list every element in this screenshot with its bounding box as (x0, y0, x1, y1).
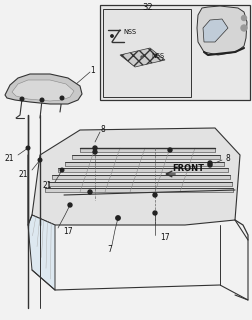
Circle shape (241, 25, 247, 31)
Text: 21: 21 (18, 170, 28, 179)
Circle shape (93, 150, 97, 154)
Text: 21: 21 (43, 180, 52, 189)
Polygon shape (48, 182, 232, 186)
Polygon shape (197, 6, 247, 55)
Polygon shape (32, 128, 240, 225)
Text: 8: 8 (101, 124, 105, 133)
Bar (100, 5, 250, 100)
Text: 17: 17 (63, 228, 73, 236)
Circle shape (141, 56, 143, 58)
Polygon shape (65, 162, 224, 166)
Circle shape (60, 96, 64, 100)
Text: 7: 7 (108, 245, 112, 254)
Circle shape (153, 211, 157, 215)
Polygon shape (203, 19, 228, 42)
Circle shape (116, 216, 120, 220)
Circle shape (208, 163, 212, 167)
Polygon shape (72, 155, 220, 159)
Text: 32: 32 (143, 3, 153, 12)
Circle shape (20, 97, 24, 101)
Circle shape (68, 203, 72, 207)
Polygon shape (5, 74, 82, 104)
Polygon shape (52, 175, 230, 179)
Text: 21: 21 (5, 154, 14, 163)
Polygon shape (120, 48, 165, 67)
Circle shape (88, 190, 92, 194)
Circle shape (93, 146, 97, 150)
Circle shape (168, 148, 172, 152)
Polygon shape (12, 80, 74, 101)
Text: 8: 8 (226, 154, 230, 163)
Text: NSS: NSS (123, 29, 137, 35)
Polygon shape (58, 168, 228, 172)
Circle shape (26, 146, 30, 150)
Polygon shape (45, 188, 233, 192)
Polygon shape (80, 148, 215, 152)
Text: 1: 1 (91, 66, 95, 75)
Circle shape (111, 35, 113, 37)
Circle shape (241, 15, 246, 20)
Polygon shape (28, 215, 55, 290)
Text: 17: 17 (160, 234, 170, 243)
Circle shape (208, 161, 212, 165)
Bar (103, 9, 191, 97)
Circle shape (153, 193, 157, 197)
Circle shape (38, 158, 42, 162)
Circle shape (60, 168, 64, 172)
Text: NSS: NSS (151, 53, 165, 59)
Circle shape (40, 98, 44, 102)
Text: FRONT: FRONT (172, 164, 204, 172)
